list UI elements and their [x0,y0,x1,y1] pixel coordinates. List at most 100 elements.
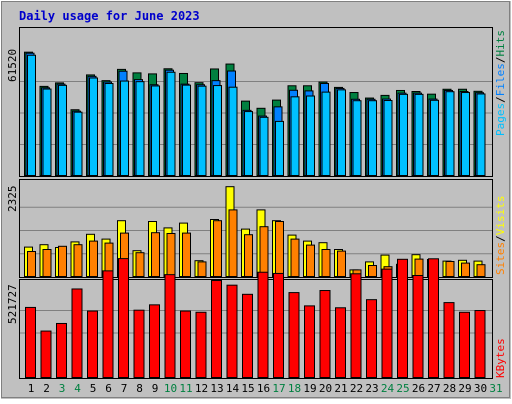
day-label: 12 [195,382,208,395]
day-label: 19 [303,382,316,395]
day-label: 1 [28,382,35,395]
kbytes-bar [180,310,191,378]
day-label: 13 [210,382,223,395]
sites-bar [151,232,160,277]
kbytes-bar [257,271,269,378]
kbytes-bar [25,306,36,378]
day-label: 11 [179,382,192,395]
kbytes-bar [350,273,362,379]
pages-bar [259,116,269,176]
legend-pages: Pages [494,103,507,136]
day-label: 4 [74,382,81,395]
sites-bar [275,221,284,277]
pages-bar [306,95,315,176]
pages-bar [430,99,439,176]
pages-bar [135,81,145,176]
kbytes-bar [211,280,222,379]
kbytes-bar [133,309,145,378]
day-label: 27 [427,382,440,395]
day-label: 21 [334,382,347,395]
sites-bar [461,262,470,278]
kbytes-bar [319,290,331,378]
yaxis-max-label: 61520 [6,49,19,82]
day-label: 17 [272,382,285,395]
pages-bar [321,91,331,176]
sites-bar [228,209,238,277]
pages-bar [383,100,393,176]
pages-bar [275,120,284,176]
sites-bar [73,244,83,277]
pages-bar [27,54,36,176]
pages-bar [228,86,238,176]
day-label: 2 [43,382,50,395]
pages-bar [414,93,424,176]
day-label: 5 [90,382,97,395]
panel-3-frame [19,279,493,379]
sites-bar [321,249,331,277]
kbytes-bar [164,274,176,378]
kbytes-bar [428,258,439,379]
kbytes-bar [242,293,253,379]
kbytes-bar [412,275,424,378]
pages-bar [73,111,83,177]
sites-bar [213,220,222,277]
kbytes-bar [40,330,52,379]
legend-separator: / [494,96,507,103]
kbytes-bar [288,292,300,379]
pages-bar [104,83,114,176]
pages-bar [42,88,52,176]
legend-separator: / [494,235,507,242]
kbytes-bar [195,311,207,378]
day-label: 9 [152,382,159,395]
pages-bar [89,77,98,176]
panel-2-frame [19,179,493,278]
chart-title: Daily usage for June 2023 [19,9,200,23]
kbytes-bar [118,258,129,378]
sites-bar [42,249,52,277]
frame-shadow [1,1,510,398]
legend-kbytes: KBytes [494,338,507,378]
sites-bar [290,238,300,278]
day-label: 28 [443,382,456,395]
sites-bar [197,261,207,277]
kbytes-bar [87,310,98,378]
pages-bar [151,85,160,176]
sites-bar [244,234,253,277]
yaxis-max-label: 521727 [6,284,19,324]
kbytes-bar [56,322,67,378]
day-label: 22 [350,382,363,395]
legend-pages-files-hits: Pages/Files/Hits [494,30,507,136]
day-label: 10 [164,382,177,395]
legend-kbytes: KBytes [494,338,507,378]
sites-bar [445,261,455,277]
sites-bar [135,252,145,277]
day-label: 30 [474,382,487,395]
legend-visits: Visits [494,196,507,236]
legend-separator: / [494,57,507,64]
sites-bar [166,233,176,277]
pages-bar [213,85,222,176]
day-label: 3 [59,382,66,395]
sites-bar [58,245,67,278]
kbytes-bar [459,311,470,378]
sites-bar [476,264,486,278]
pages-bar [337,89,346,176]
day-label: 25 [396,382,409,395]
day-label: 15 [241,382,254,395]
kbytes-bar [102,270,114,378]
sites-bar [27,251,36,277]
pages-bar [461,92,470,176]
pages-bar [244,111,253,177]
day-label: 26 [412,382,425,395]
sites-bar [306,244,315,278]
sites-bar [259,226,269,277]
day-label: 6 [105,382,112,395]
kbytes-bar [443,302,455,378]
sites-bar [182,232,191,278]
legend-sites-visits: Sites/Visits [494,196,507,276]
pages-bar [476,93,486,176]
sites-bar [368,265,377,277]
pages-bar [120,80,129,176]
